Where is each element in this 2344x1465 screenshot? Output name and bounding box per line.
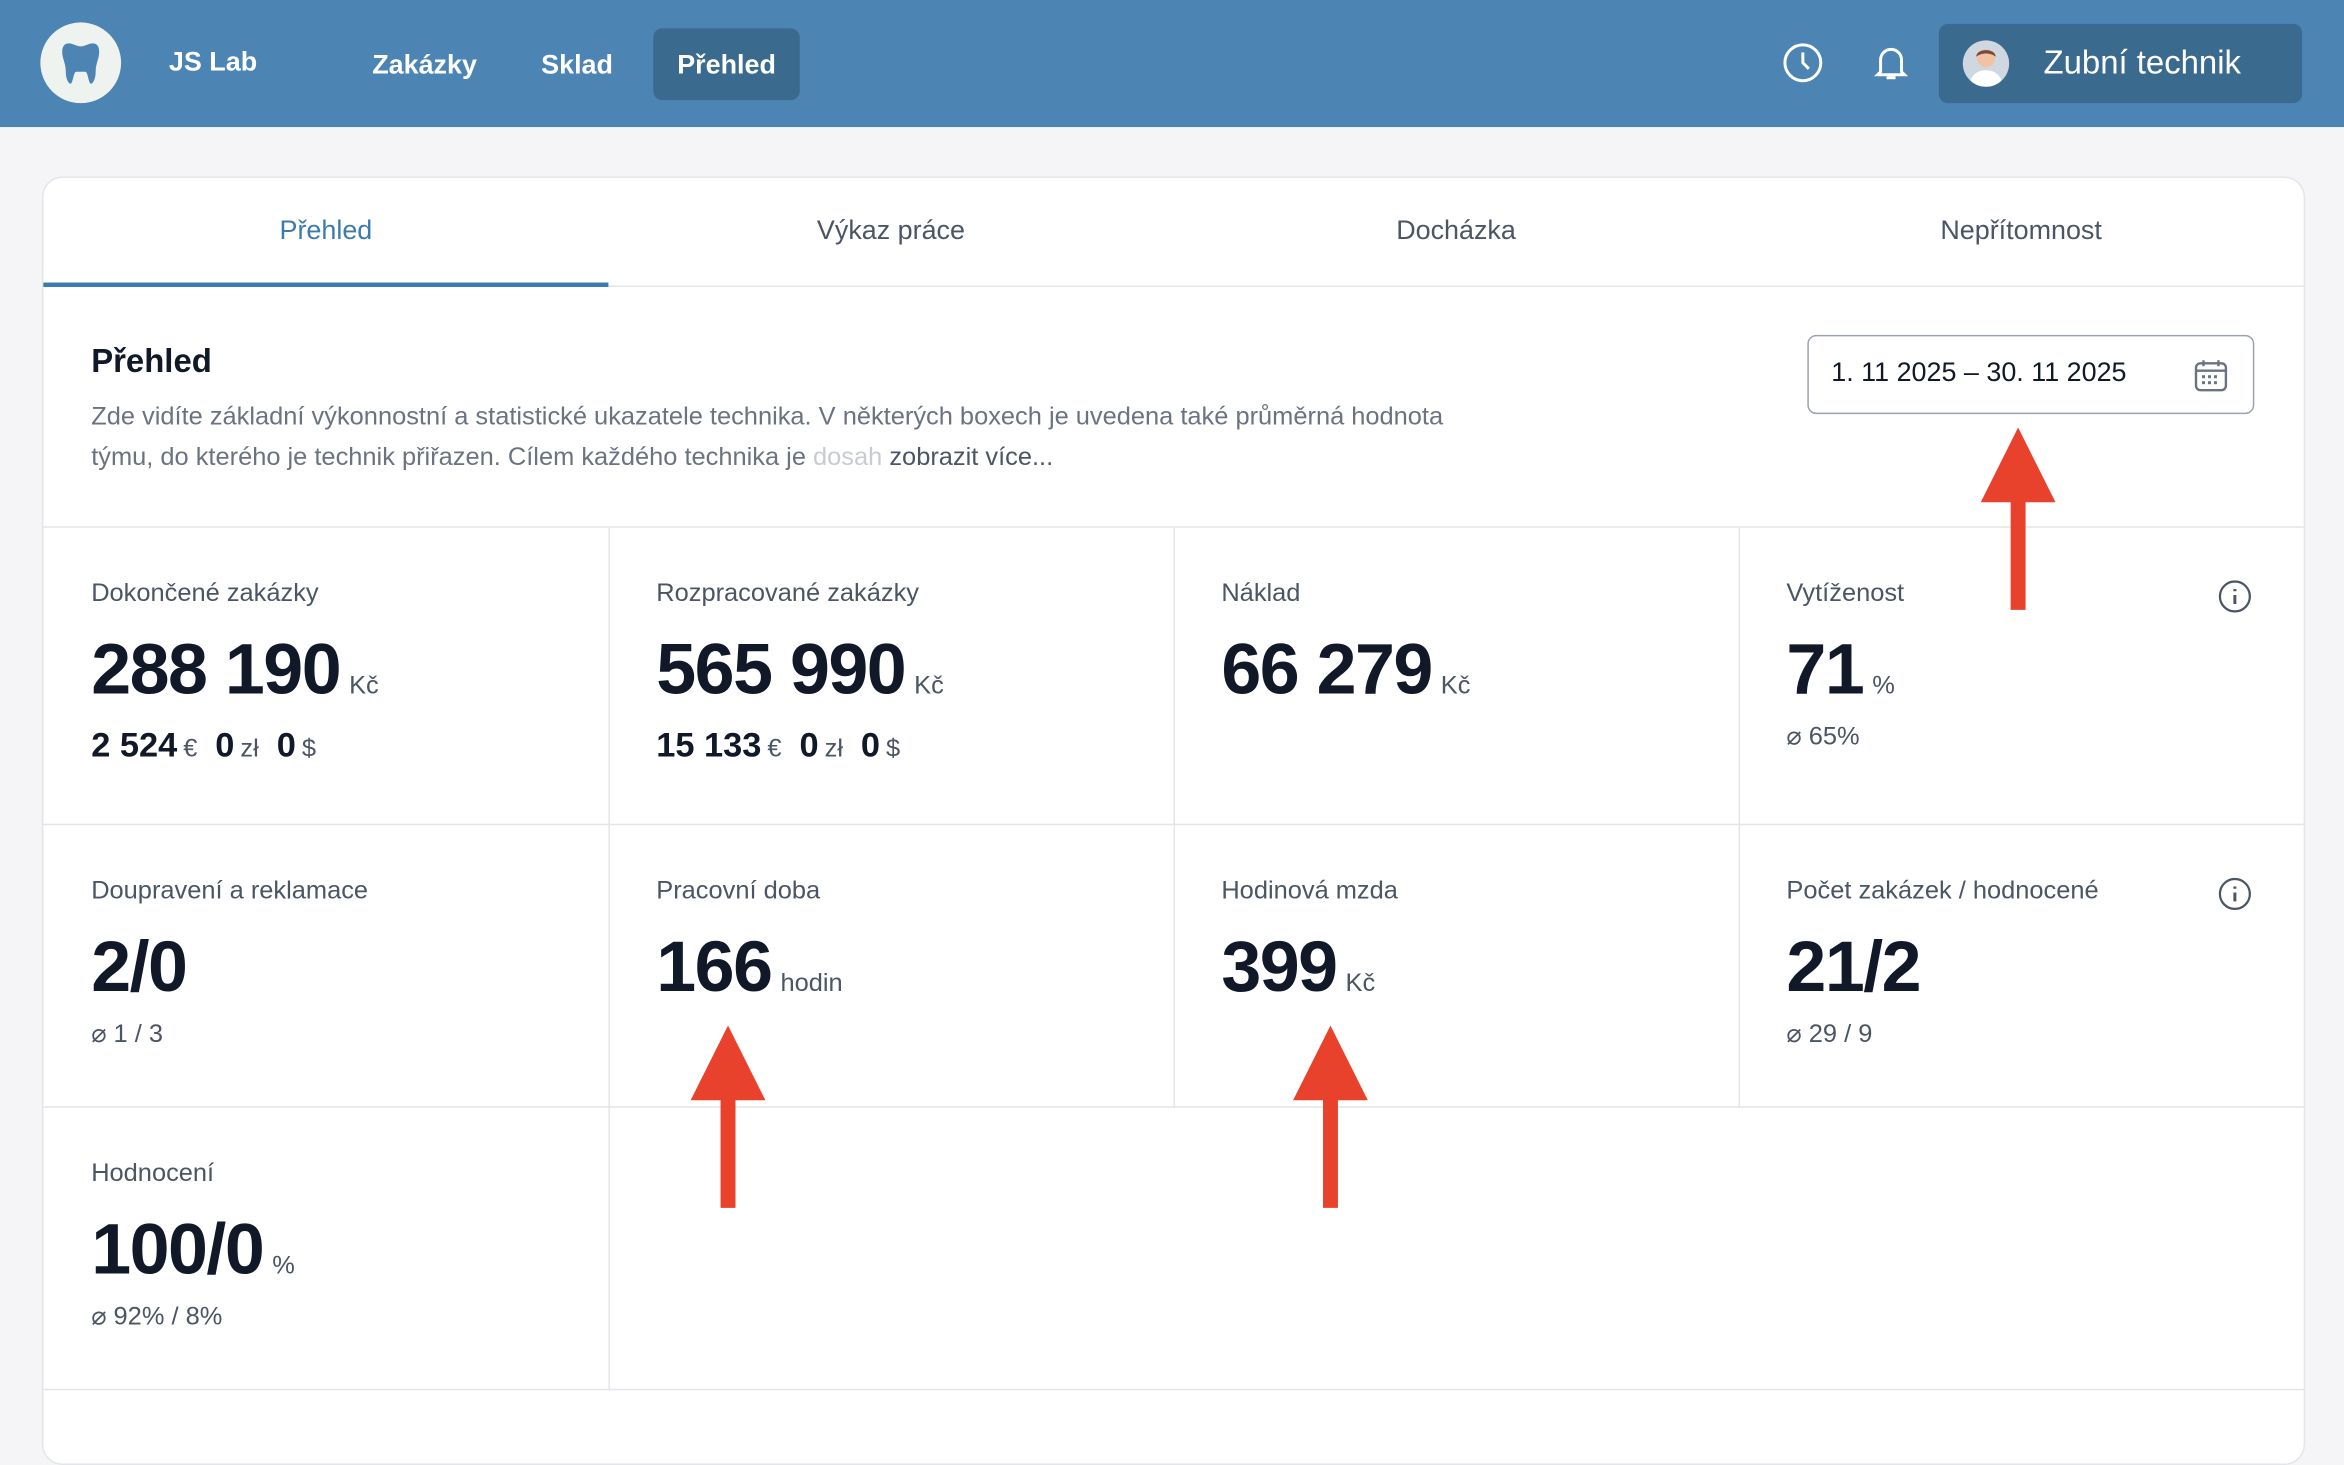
value: 71 [1786, 630, 1864, 711]
pln-unit: zł [240, 733, 259, 763]
stat-value: 71% [1786, 629, 1894, 711]
top-navbar: JS Lab Zakázky Sklad Přehled Zubní techn… [0, 0, 2344, 128]
annotation-arrow-up-icon [1980, 427, 2056, 610]
value: 2/0 [91, 928, 188, 1008]
brand-name[interactable]: JS Lab [168, 46, 258, 77]
stat-label: Vytíženost [1786, 578, 1905, 607]
info-icon[interactable] [2217, 876, 2253, 912]
unit: hodin [780, 968, 843, 998]
empty-cell [608, 1108, 2304, 1391]
stat-value: 166 hodin [656, 927, 842, 1009]
stat-label: Náklad [1221, 578, 1301, 607]
nav-sklad[interactable]: Sklad [541, 49, 613, 80]
stat-value: 100/0% [91, 1209, 295, 1291]
tab-dochazka[interactable]: Docházka [1396, 215, 1516, 246]
value: 399 [1221, 928, 1338, 1008]
pln-value: 0 [799, 725, 819, 764]
stat-completed-orders: Dokončené zakázky 288 190 Kč 2 524 €0 zł 0 $ [43, 527, 610, 826]
tooth-logo-icon[interactable] [40, 22, 122, 104]
user-name: Zubní technik [2043, 43, 2241, 81]
team-average: ⌀ 65% [1786, 722, 1860, 751]
tab-bar: Přehled Výkaz práce Docházka Nepřítomnos… [43, 178, 2304, 288]
value: 565 990 [656, 630, 906, 711]
stat-label: Rozpracované zakázky [656, 578, 920, 607]
value: 21/2 [1786, 928, 1921, 1008]
usd-unit: $ [886, 733, 901, 763]
unit: Kč [349, 671, 379, 700]
clock-icon[interactable] [1782, 42, 1824, 84]
description-text: Zde vidíte základní výkonnostní a statis… [91, 402, 1444, 471]
section-title: Přehled [91, 342, 212, 380]
stat-orders-rated: Počet zakázek / hodnocené 21/2 ⌀ 29 / 9 [1738, 825, 2304, 1108]
tab-vykaz-prace[interactable]: Výkaz práce [816, 215, 965, 246]
value: 66 279 [1221, 630, 1433, 711]
annotation-arrow-up-icon [1293, 1025, 1368, 1208]
unit: Kč [914, 671, 944, 700]
value: 288 190 [91, 630, 341, 711]
stat-rating: Hodnocení 100/0% ⌀ 92% / 8% [43, 1107, 610, 1391]
section-description: Zde vidíte základní výkonnostní a statis… [91, 396, 1466, 477]
stat-working-time: Pracovní doba 166 hodin [608, 825, 1175, 1108]
tab-nepritomnost[interactable]: Nepřítomnost [1940, 215, 2102, 246]
overview-card: Přehled Výkaz práce Docházka Nepřítomnos… [41, 176, 2306, 1465]
team-average: ⌀ 92% / 8% [91, 1302, 223, 1331]
pln-unit: zł [824, 733, 843, 763]
unit: % [272, 1251, 295, 1280]
stat-label: Pracovní doba [656, 876, 821, 905]
stat-value: 21/2 [1786, 927, 1921, 1009]
calendar-icon[interactable] [2193, 357, 2229, 393]
usd-value: 0 [276, 725, 296, 764]
unit: Kč [1440, 671, 1471, 700]
tab-prehled[interactable]: Přehled [43, 178, 609, 288]
stat-label: Dokončené zakázky [91, 578, 319, 607]
stats-grid: Dokončené zakázky 288 190 Kč 2 524 €0 zł 0 $ … [43, 526, 2304, 1391]
nav-zakazky[interactable]: Zakázky [372, 49, 477, 80]
currency-breakdown: 15 133 €0 zł 0 $ [656, 725, 918, 765]
stat-label: Doupravení a reklamace [91, 876, 369, 905]
date-range-picker[interactable]: 1. 11 2025 – 30. 11 2025 [1807, 334, 2255, 415]
stat-value: 66 279 Kč [1221, 629, 1470, 711]
user-menu-button[interactable]: Zubní technik [1938, 23, 2303, 104]
nav-prehled[interactable]: Přehled [653, 28, 800, 101]
stat-utilization: Vytíženost 71% ⌀ 65% [1738, 528, 2304, 826]
usd-value: 0 [860, 725, 881, 764]
bell-icon[interactable] [1870, 42, 1912, 84]
stat-label: Počet zakázek / hodnocené [1786, 876, 2099, 905]
show-more-link[interactable]: zobrazit více... [889, 442, 1054, 471]
value: 100/0 [91, 1210, 265, 1291]
pln-value: 0 [215, 725, 235, 764]
usd-unit: $ [301, 733, 316, 763]
currency-breakdown: 2 524 €0 zł 0 $ [91, 725, 334, 765]
info-icon[interactable] [2217, 579, 2253, 615]
annotation-arrow-up-icon [690, 1025, 766, 1208]
avatar [1962, 40, 2010, 87]
team-average: ⌀ 29 / 9 [1786, 1019, 1873, 1048]
unit: % [1872, 671, 1895, 700]
stat-value: 399 Kč [1221, 927, 1375, 1009]
stat-in-progress-orders: Rozpracované zakázky 565 990 Kč 15 133 €0 z… [608, 527, 1175, 826]
stat-hourly-wage: Hodinová mzda 399 Kč [1173, 825, 1741, 1108]
unit: Kč [1345, 968, 1376, 998]
stat-label: Hodnocení [91, 1158, 215, 1187]
stat-value: 565 990 Kč [656, 629, 944, 711]
stat-value: 2/0 [91, 927, 188, 1009]
stat-cost: Náklad 66 279 Kč [1173, 527, 1741, 826]
date-range-value: 1. 11 2025 – 30. 11 2025 [1831, 357, 2127, 388]
team-average: ⌀ 1 / 3 [91, 1019, 164, 1048]
eur-value: 15 133 [656, 725, 762, 764]
description-fade: dosah [805, 442, 883, 471]
eur-unit: € [767, 733, 782, 763]
stat-label: Hodinová mzda [1221, 876, 1398, 905]
value: 166 [656, 928, 773, 1008]
stat-value: 288 190 Kč [91, 629, 379, 711]
eur-unit: € [183, 733, 198, 763]
stat-rework: Doupravení a reklamace 2/0 ⌀ 1 / 3 [43, 825, 610, 1108]
eur-value: 2 524 [91, 725, 178, 764]
